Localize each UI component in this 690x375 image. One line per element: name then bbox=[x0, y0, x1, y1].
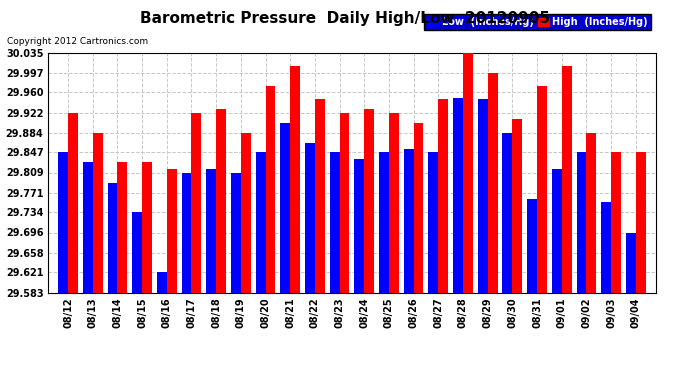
Bar bbox=[108, 183, 117, 292]
Bar bbox=[157, 272, 167, 292]
Bar bbox=[428, 152, 438, 292]
Bar bbox=[181, 172, 191, 292]
Bar bbox=[290, 66, 300, 292]
Bar bbox=[586, 133, 596, 292]
Bar bbox=[305, 143, 315, 292]
Bar bbox=[355, 159, 364, 292]
Bar bbox=[83, 162, 92, 292]
Bar bbox=[502, 133, 513, 292]
Bar bbox=[562, 66, 571, 292]
Bar bbox=[330, 152, 339, 292]
Bar bbox=[611, 152, 621, 292]
Bar bbox=[92, 133, 103, 292]
Bar bbox=[167, 170, 177, 292]
Legend: Low  (Inches/Hg), High  (Inches/Hg): Low (Inches/Hg), High (Inches/Hg) bbox=[424, 14, 651, 30]
Text: Barometric Pressure  Daily High/Low  20120905: Barometric Pressure Daily High/Low 20120… bbox=[140, 11, 550, 26]
Bar bbox=[601, 202, 611, 292]
Bar bbox=[216, 110, 226, 292]
Bar bbox=[453, 98, 463, 292]
Bar bbox=[255, 152, 266, 292]
Bar bbox=[527, 199, 537, 292]
Bar bbox=[142, 162, 152, 292]
Bar bbox=[280, 123, 290, 292]
Bar bbox=[68, 112, 78, 292]
Bar bbox=[537, 86, 547, 292]
Bar bbox=[339, 112, 349, 292]
Bar bbox=[117, 162, 127, 292]
Bar bbox=[206, 170, 216, 292]
Bar bbox=[389, 112, 399, 292]
Bar bbox=[477, 99, 488, 292]
Bar bbox=[315, 99, 325, 292]
Bar bbox=[438, 99, 449, 292]
Bar bbox=[132, 212, 142, 292]
Bar bbox=[513, 119, 522, 292]
Bar bbox=[552, 170, 562, 292]
Bar bbox=[404, 149, 413, 292]
Bar bbox=[413, 123, 424, 292]
Text: Copyright 2012 Cartronics.com: Copyright 2012 Cartronics.com bbox=[7, 38, 148, 46]
Bar bbox=[577, 152, 586, 292]
Bar bbox=[364, 110, 374, 292]
Bar bbox=[266, 86, 275, 292]
Bar bbox=[379, 152, 389, 292]
Bar bbox=[488, 73, 497, 292]
Bar bbox=[635, 152, 646, 292]
Bar bbox=[231, 172, 241, 292]
Bar bbox=[241, 133, 250, 292]
Bar bbox=[191, 112, 201, 292]
Bar bbox=[58, 152, 68, 292]
Bar bbox=[463, 53, 473, 292]
Bar bbox=[626, 232, 635, 292]
